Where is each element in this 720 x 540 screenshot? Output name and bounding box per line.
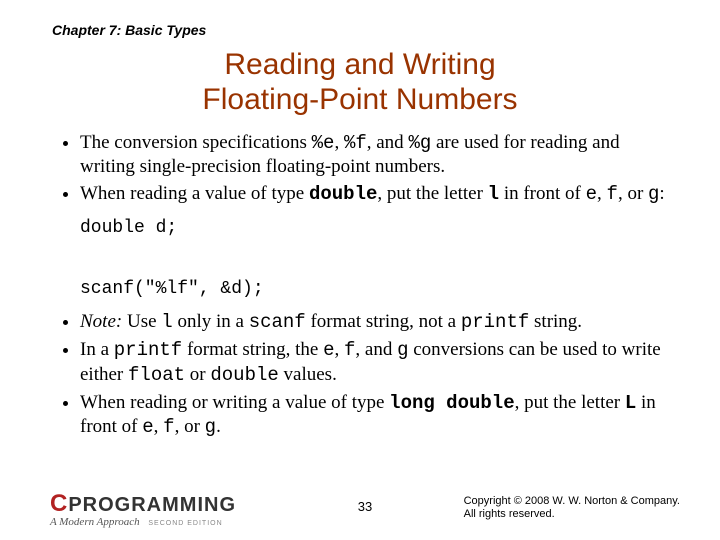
text: , put the letter — [515, 392, 625, 413]
code-inline: g — [648, 183, 659, 205]
code-inline: f — [344, 339, 355, 361]
bullet-4: In a printf format string, the e, f, and… — [80, 338, 670, 386]
text: In a — [80, 339, 114, 360]
code-line-2: scanf("%lf", &d); — [80, 279, 264, 299]
text: , or — [618, 183, 648, 204]
code-inline: L — [625, 392, 636, 414]
text: only in a — [173, 311, 249, 332]
code-inline: double — [309, 183, 377, 205]
copyright-line-1: Copyright © 2008 W. W. Norton & Company. — [464, 495, 680, 507]
logo-sub-text: A Modern Approach — [50, 516, 140, 528]
logo-edition: SECOND EDITION — [148, 520, 222, 527]
text: When reading a value of type — [80, 183, 309, 204]
code-line-1: double d; — [80, 218, 177, 238]
bullet-1: The conversion specifications %e, %f, an… — [80, 131, 670, 178]
code-inline: e — [323, 339, 334, 361]
text: , — [597, 183, 607, 204]
code-inline: scanf — [249, 311, 306, 333]
note-label: Note: — [80, 311, 122, 332]
code-inline: %f — [344, 132, 367, 154]
text: When reading or writing a value of type — [80, 392, 389, 413]
code-block: double d; scanf("%lf", &d); — [80, 213, 670, 305]
text: The conversion specifications — [80, 132, 312, 153]
text: , — [334, 132, 344, 153]
bullet-2: When reading a value of type double, put… — [80, 182, 670, 206]
code-inline: double — [210, 364, 278, 386]
text: or — [185, 364, 210, 385]
code-inline: printf — [114, 339, 182, 361]
text: format string, not a — [306, 311, 461, 332]
text: string. — [529, 311, 582, 332]
text: , — [154, 416, 164, 437]
text: Use — [122, 311, 161, 332]
text: . — [216, 416, 221, 437]
logo-subtitle: A Modern Approach SECOND EDITION — [50, 516, 236, 528]
bullet-list: The conversion specifications %e, %f, an… — [54, 131, 670, 207]
code-inline: f — [163, 416, 174, 438]
code-inline: f — [607, 183, 618, 205]
text: : — [659, 183, 664, 204]
copyright-line-2: All rights reserved. — [464, 508, 555, 520]
code-inline: float — [128, 364, 185, 386]
text: in front of — [499, 183, 586, 204]
text: , — [334, 339, 344, 360]
title-line-1: Reading and Writing — [224, 48, 495, 81]
text: , and — [355, 339, 397, 360]
text: values. — [279, 364, 337, 385]
title-line-2: Floating-Point Numbers — [202, 83, 517, 116]
text: , or — [175, 416, 205, 437]
code-inline: e — [586, 183, 597, 205]
code-inline: g — [397, 339, 408, 361]
code-inline: long double — [389, 392, 514, 414]
code-inline: printf — [461, 311, 529, 333]
slide-footer: CPROGRAMMING A Modern Approach SECOND ED… — [50, 480, 680, 528]
copyright: Copyright © 2008 W. W. Norton & Company.… — [464, 495, 680, 523]
text: , put the letter — [377, 183, 487, 204]
chapter-label: Chapter 7: Basic Types — [52, 22, 670, 38]
code-inline: l — [161, 311, 172, 333]
code-inline: e — [142, 416, 153, 438]
bullet-5: When reading or writing a value of type … — [80, 391, 670, 439]
code-inline: l — [488, 183, 499, 205]
text: , and — [367, 132, 409, 153]
slide-title: Reading and Writing Floating-Point Numbe… — [50, 48, 670, 117]
bullet-list-2: Note: Use l only in a scanf format strin… — [54, 310, 670, 439]
bullet-3: Note: Use l only in a scanf format strin… — [80, 310, 670, 334]
slide: Chapter 7: Basic Types Reading and Writi… — [0, 0, 720, 540]
text: format string, the — [182, 339, 323, 360]
code-inline: g — [205, 416, 216, 438]
code-inline: %g — [408, 132, 431, 154]
code-inline: %e — [312, 132, 335, 154]
